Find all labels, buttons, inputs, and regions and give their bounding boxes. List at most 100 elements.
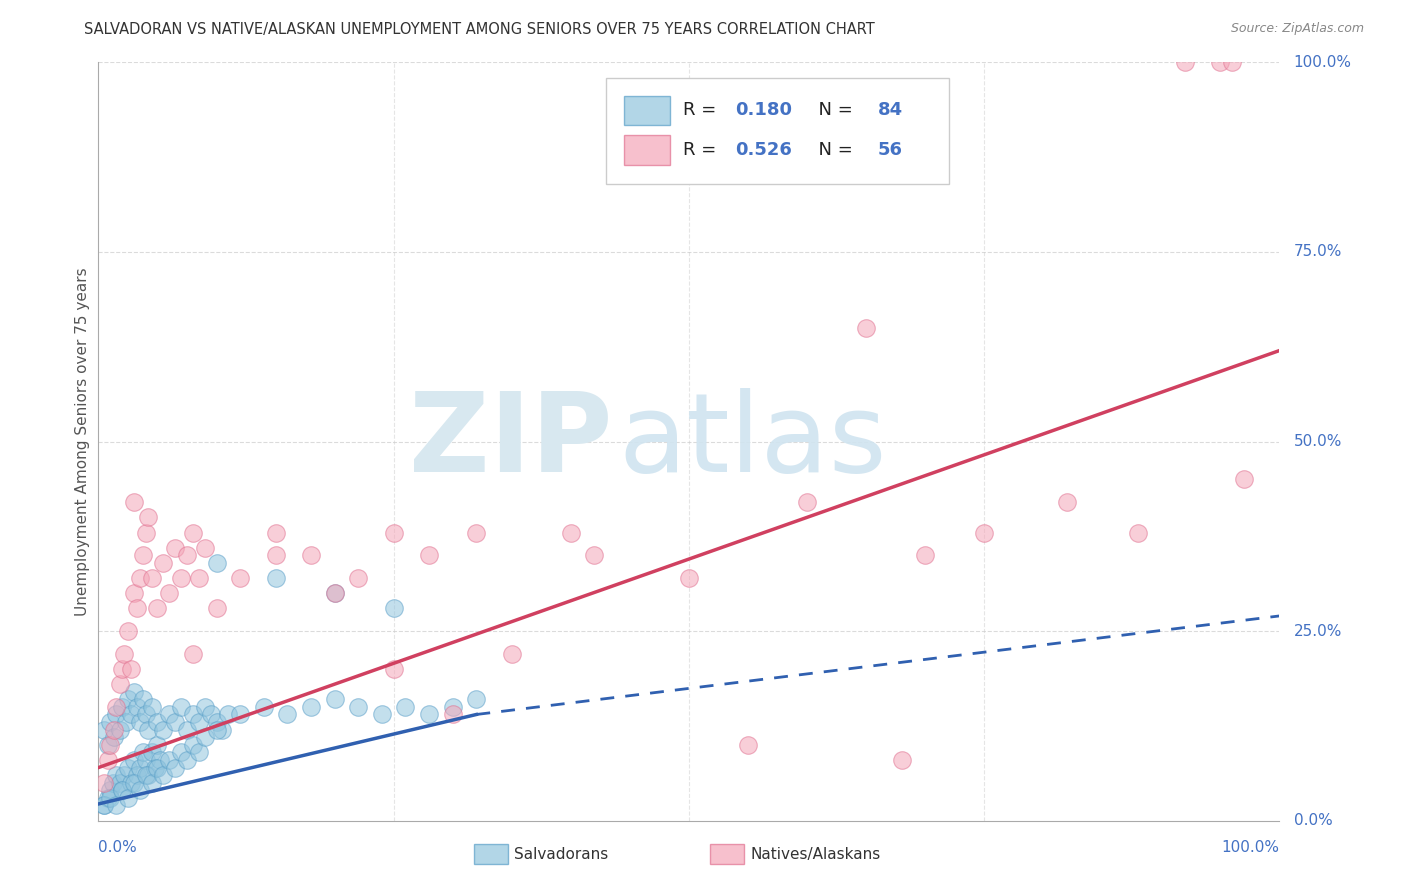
Text: 0.0%: 0.0% bbox=[1294, 814, 1333, 828]
Point bbox=[149, 753, 172, 767]
Text: atlas: atlas bbox=[619, 388, 887, 495]
Text: SALVADORAN VS NATIVE/ALASKAN UNEMPLOYMENT AMONG SENIORS OVER 75 YEARS CORRELATIO: SALVADORAN VS NATIVE/ALASKAN UNEMPLOYMEN… bbox=[84, 22, 875, 37]
Point bbox=[323, 692, 346, 706]
Point bbox=[108, 723, 131, 737]
FancyBboxPatch shape bbox=[624, 136, 671, 165]
Point bbox=[1220, 55, 1243, 70]
Point bbox=[205, 601, 228, 615]
Point bbox=[855, 320, 877, 334]
Point bbox=[111, 699, 134, 714]
Point bbox=[441, 707, 464, 722]
Point bbox=[441, 699, 464, 714]
Point bbox=[501, 647, 523, 661]
Point bbox=[128, 571, 150, 585]
Point bbox=[678, 571, 700, 585]
Point bbox=[299, 548, 322, 563]
Point bbox=[105, 798, 128, 813]
Point bbox=[141, 699, 163, 714]
Point bbox=[796, 495, 818, 509]
Point bbox=[117, 760, 139, 774]
Point bbox=[194, 699, 217, 714]
Point bbox=[128, 760, 150, 774]
Point bbox=[98, 715, 121, 730]
Point bbox=[135, 753, 157, 767]
Point bbox=[1174, 55, 1197, 70]
Point bbox=[141, 746, 163, 760]
Point bbox=[112, 647, 135, 661]
Point bbox=[122, 586, 145, 600]
Point bbox=[200, 707, 222, 722]
Point bbox=[170, 746, 193, 760]
Point bbox=[127, 699, 149, 714]
Point bbox=[93, 776, 115, 790]
Point bbox=[122, 776, 145, 790]
Point bbox=[122, 685, 145, 699]
Text: R =: R = bbox=[683, 141, 723, 159]
Point bbox=[1126, 525, 1149, 540]
Point bbox=[121, 707, 143, 722]
Point bbox=[187, 715, 209, 730]
Point bbox=[382, 525, 405, 540]
Point bbox=[103, 730, 125, 744]
Point bbox=[141, 571, 163, 585]
Point bbox=[146, 738, 169, 752]
Point bbox=[229, 571, 252, 585]
Point bbox=[181, 707, 204, 722]
Point bbox=[323, 586, 346, 600]
Text: Salvadorans: Salvadorans bbox=[515, 847, 609, 862]
Point bbox=[165, 760, 187, 774]
Text: ZIP: ZIP bbox=[409, 388, 612, 495]
Point bbox=[157, 753, 180, 767]
Point bbox=[117, 692, 139, 706]
Point bbox=[128, 783, 150, 797]
Point bbox=[97, 791, 120, 805]
Point bbox=[152, 556, 174, 570]
Point bbox=[205, 715, 228, 730]
Point bbox=[97, 753, 120, 767]
Text: 0.0%: 0.0% bbox=[98, 839, 138, 855]
Point bbox=[229, 707, 252, 722]
FancyBboxPatch shape bbox=[624, 95, 671, 126]
Text: 84: 84 bbox=[877, 101, 903, 120]
Point bbox=[264, 525, 287, 540]
Point bbox=[103, 723, 125, 737]
Point bbox=[560, 525, 582, 540]
Point bbox=[217, 707, 239, 722]
Point bbox=[136, 510, 159, 524]
Text: R =: R = bbox=[683, 101, 723, 120]
Point bbox=[890, 753, 912, 767]
Point bbox=[157, 586, 180, 600]
Point bbox=[98, 783, 121, 797]
Text: 0.180: 0.180 bbox=[735, 101, 792, 120]
Point bbox=[176, 753, 198, 767]
Point bbox=[136, 723, 159, 737]
Point bbox=[146, 601, 169, 615]
Y-axis label: Unemployment Among Seniors over 75 years: Unemployment Among Seniors over 75 years bbox=[75, 268, 90, 615]
Point bbox=[176, 548, 198, 563]
Point bbox=[132, 692, 155, 706]
Point bbox=[122, 753, 145, 767]
Point bbox=[111, 662, 134, 676]
Point bbox=[108, 776, 131, 790]
Point bbox=[105, 707, 128, 722]
Text: N =: N = bbox=[807, 101, 859, 120]
Point bbox=[132, 548, 155, 563]
Point bbox=[465, 525, 488, 540]
Point bbox=[973, 525, 995, 540]
Text: Source: ZipAtlas.com: Source: ZipAtlas.com bbox=[1230, 22, 1364, 36]
Point bbox=[105, 699, 128, 714]
Point bbox=[122, 495, 145, 509]
Text: 56: 56 bbox=[877, 141, 903, 159]
Point bbox=[914, 548, 936, 563]
Point bbox=[205, 723, 228, 737]
Point bbox=[117, 791, 139, 805]
Point bbox=[146, 715, 169, 730]
Point bbox=[347, 699, 370, 714]
Point bbox=[135, 768, 157, 782]
Point bbox=[121, 662, 143, 676]
Point bbox=[111, 783, 134, 797]
Point bbox=[382, 662, 405, 676]
Point bbox=[1233, 473, 1256, 487]
Text: 100.0%: 100.0% bbox=[1294, 55, 1351, 70]
Point bbox=[97, 738, 120, 752]
